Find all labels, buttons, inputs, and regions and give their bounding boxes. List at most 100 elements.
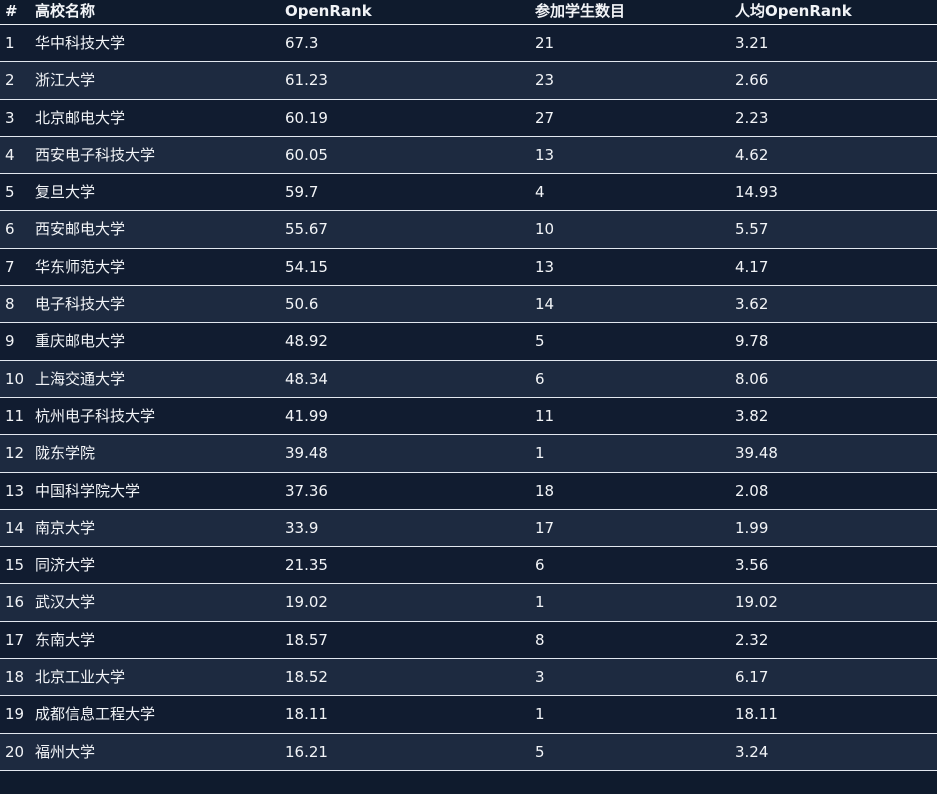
table-row: 4 西安电子科技大学 60.05 13 4.62 bbox=[0, 136, 937, 175]
row-university-name: 电子科技大学 bbox=[35, 295, 126, 314]
row-student-count: 11 bbox=[535, 406, 555, 425]
row-rank: 11 bbox=[5, 406, 25, 425]
row-openrank: 48.92 bbox=[285, 332, 328, 351]
table-row: 11 杭州电子科技大学 41.99 11 3.82 bbox=[0, 397, 937, 436]
row-student-count: 1 bbox=[535, 593, 545, 612]
row-avg-openrank: 14.93 bbox=[735, 183, 778, 202]
row-avg-openrank: 18.11 bbox=[735, 705, 778, 724]
row-rank: 18 bbox=[5, 668, 25, 687]
row-openrank: 18.11 bbox=[285, 705, 328, 724]
row-avg-openrank: 5.57 bbox=[735, 220, 769, 239]
row-rank: 3 bbox=[5, 108, 15, 127]
row-university-name: 重庆邮电大学 bbox=[35, 332, 126, 351]
table-header: # 高校名称 OpenRank 参加学生数目 人均OpenRank bbox=[0, 0, 937, 25]
row-openrank: 19.02 bbox=[285, 593, 328, 612]
row-university-name: 杭州电子科技大学 bbox=[35, 406, 156, 425]
row-student-count: 14 bbox=[535, 295, 555, 314]
row-openrank: 60.05 bbox=[285, 145, 328, 164]
row-avg-openrank: 2.23 bbox=[735, 108, 769, 127]
row-avg-openrank: 6.17 bbox=[735, 668, 769, 687]
row-rank: 2 bbox=[5, 71, 15, 90]
header-openrank: OpenRank bbox=[285, 2, 372, 20]
row-student-count: 6 bbox=[535, 369, 545, 388]
row-rank: 12 bbox=[5, 444, 25, 463]
row-openrank: 39.48 bbox=[285, 444, 328, 463]
row-student-count: 5 bbox=[535, 742, 545, 761]
table-row: 20 福州大学 16.21 5 3.24 bbox=[0, 733, 937, 771]
row-avg-openrank: 3.56 bbox=[735, 556, 769, 575]
table-row: 7 华东师范大学 54.15 13 4.17 bbox=[0, 248, 937, 287]
row-avg-openrank: 4.62 bbox=[735, 145, 769, 164]
row-avg-openrank: 39.48 bbox=[735, 444, 778, 463]
row-openrank: 54.15 bbox=[285, 257, 328, 276]
row-university-name: 武汉大学 bbox=[35, 593, 96, 612]
row-openrank: 50.6 bbox=[285, 295, 319, 314]
row-rank: 9 bbox=[5, 332, 15, 351]
table-row: 13 中国科学院大学 37.36 18 2.08 bbox=[0, 472, 937, 510]
row-university-name: 北京工业大学 bbox=[35, 668, 126, 687]
row-avg-openrank: 8.06 bbox=[735, 369, 769, 388]
header-university-name: 高校名称 bbox=[35, 2, 96, 20]
row-university-name: 华东师范大学 bbox=[35, 257, 126, 276]
row-university-name: 西安邮电大学 bbox=[35, 220, 126, 239]
row-rank: 19 bbox=[5, 705, 25, 724]
row-university-name: 浙江大学 bbox=[35, 71, 96, 90]
row-student-count: 10 bbox=[535, 220, 555, 239]
row-openrank: 59.7 bbox=[285, 183, 319, 202]
row-student-count: 5 bbox=[535, 332, 545, 351]
row-avg-openrank: 2.66 bbox=[735, 71, 769, 90]
row-student-count: 13 bbox=[535, 145, 555, 164]
row-avg-openrank: 3.82 bbox=[735, 406, 769, 425]
row-university-name: 福州大学 bbox=[35, 742, 96, 761]
row-student-count: 18 bbox=[535, 481, 555, 500]
row-rank: 4 bbox=[5, 145, 15, 164]
row-rank: 16 bbox=[5, 593, 25, 612]
table-row: 19 成都信息工程大学 18.11 1 18.11 bbox=[0, 696, 937, 734]
table-row: 9 重庆邮电大学 48.92 5 9.78 bbox=[0, 323, 937, 361]
row-openrank: 48.34 bbox=[285, 369, 328, 388]
row-university-name: 成都信息工程大学 bbox=[35, 705, 156, 724]
table-row: 17 东南大学 18.57 8 2.32 bbox=[0, 621, 937, 660]
table-row: 6 西安邮电大学 55.67 10 5.57 bbox=[0, 211, 937, 249]
row-university-name: 华中科技大学 bbox=[35, 34, 126, 52]
row-openrank: 41.99 bbox=[285, 406, 328, 425]
row-avg-openrank: 2.08 bbox=[735, 481, 769, 500]
row-student-count: 21 bbox=[535, 34, 555, 52]
table-row: 1 华中科技大学 67.3 21 3.21 bbox=[0, 25, 937, 63]
row-rank: 17 bbox=[5, 630, 25, 649]
table-row: 16 武汉大学 19.02 1 19.02 bbox=[0, 584, 937, 622]
header-avg-openrank: 人均OpenRank bbox=[735, 2, 852, 20]
row-rank: 5 bbox=[5, 183, 15, 202]
row-rank: 7 bbox=[5, 257, 15, 276]
row-student-count: 23 bbox=[535, 71, 555, 90]
row-avg-openrank: 9.78 bbox=[735, 332, 769, 351]
table-row: 12 陇东学院 39.48 1 39.48 bbox=[0, 435, 937, 473]
row-openrank: 16.21 bbox=[285, 742, 328, 761]
row-openrank: 67.3 bbox=[285, 34, 319, 52]
row-rank: 10 bbox=[5, 369, 25, 388]
row-rank: 15 bbox=[5, 556, 25, 575]
row-avg-openrank: 4.17 bbox=[735, 257, 769, 276]
row-student-count: 8 bbox=[535, 630, 545, 649]
header-student-count: 参加学生数目 bbox=[535, 2, 626, 20]
row-openrank: 55.67 bbox=[285, 220, 328, 239]
row-avg-openrank: 19.02 bbox=[735, 593, 778, 612]
row-student-count: 3 bbox=[535, 668, 545, 687]
row-student-count: 1 bbox=[535, 705, 545, 724]
row-university-name: 陇东学院 bbox=[35, 444, 96, 463]
row-university-name: 上海交通大学 bbox=[35, 369, 126, 388]
table-row: 15 同济大学 21.35 6 3.56 bbox=[0, 547, 937, 585]
table-row: 8 电子科技大学 50.6 14 3.62 bbox=[0, 286, 937, 324]
table-row: 18 北京工业大学 18.52 3 6.17 bbox=[0, 659, 937, 697]
row-university-name: 中国科学院大学 bbox=[35, 481, 141, 500]
row-openrank: 18.52 bbox=[285, 668, 328, 687]
row-rank: 8 bbox=[5, 295, 15, 314]
table-row: 3 北京邮电大学 60.19 27 2.23 bbox=[0, 99, 937, 137]
row-avg-openrank: 2.32 bbox=[735, 630, 769, 649]
row-openrank: 60.19 bbox=[285, 108, 328, 127]
row-student-count: 17 bbox=[535, 518, 555, 537]
row-openrank: 21.35 bbox=[285, 556, 328, 575]
row-rank: 14 bbox=[5, 518, 25, 537]
row-rank: 1 bbox=[5, 34, 15, 52]
row-university-name: 同济大学 bbox=[35, 556, 96, 575]
